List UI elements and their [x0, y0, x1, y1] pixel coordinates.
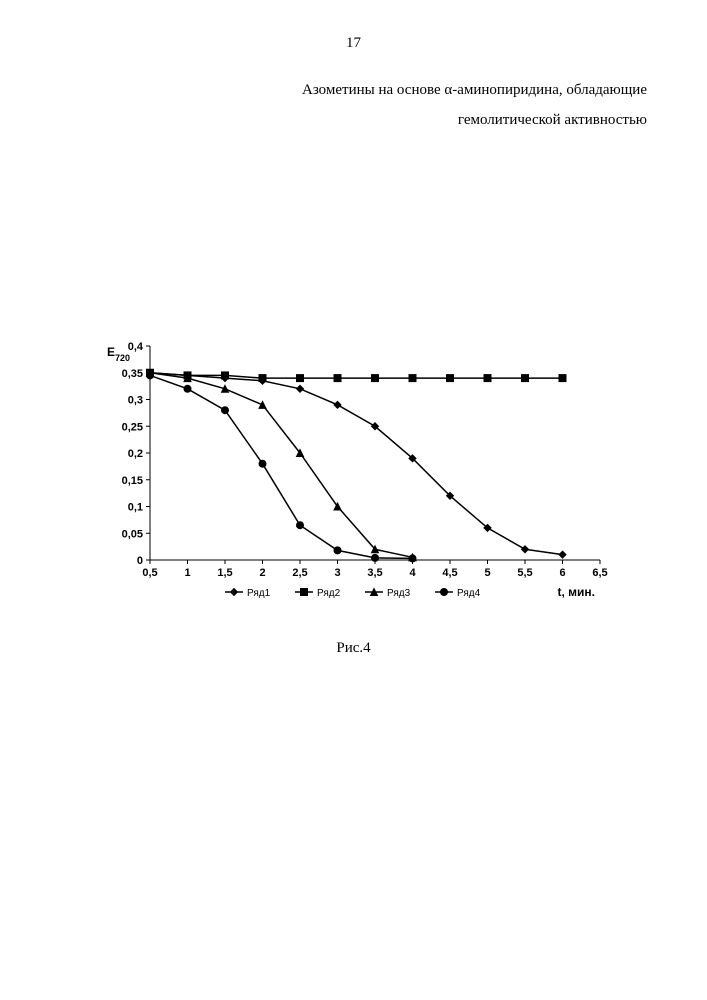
page-number: 17	[0, 35, 707, 52]
svg-text:Ряд4: Ряд4	[457, 588, 481, 599]
svg-text:0,15: 0,15	[122, 475, 143, 487]
page-title: Азометины на основе α-аминопиридина, обл…	[110, 75, 647, 135]
svg-text:6: 6	[559, 567, 565, 579]
svg-text:1: 1	[184, 567, 190, 579]
svg-text:1,5: 1,5	[217, 567, 232, 579]
svg-text:t, мин.: t, мин.	[558, 585, 596, 599]
title-line-2: гемолитической активностью	[458, 112, 647, 128]
svg-text:Ряд1: Ряд1	[247, 588, 271, 599]
hemolytic-activity-chart: 0 0,05 0,1 0,15 0,2 0,25 0,3 0,35 0,4 0,5 1 1,5 2 2,5…	[95, 336, 615, 616]
chart-svg: 0 0,05 0,1 0,15 0,2 0,25 0,3 0,35 0,4 0,5 1 1,5 2 2,5…	[95, 336, 615, 616]
svg-text:0,25: 0,25	[122, 421, 143, 433]
svg-text:3,5: 3,5	[367, 567, 382, 579]
svg-text:0,35: 0,35	[122, 368, 143, 380]
svg-text:6,5: 6,5	[592, 567, 607, 579]
svg-text:0,05: 0,05	[122, 528, 143, 540]
svg-text:0,4: 0,4	[128, 341, 144, 353]
svg-text:0,5: 0,5	[142, 567, 157, 579]
svg-text:5: 5	[484, 567, 490, 579]
svg-text:0: 0	[137, 555, 143, 567]
figure-caption: Рис.4	[0, 640, 707, 657]
svg-text:2: 2	[259, 567, 265, 579]
svg-text:3: 3	[334, 567, 340, 579]
svg-text:2,5: 2,5	[292, 567, 307, 579]
svg-text:0,1: 0,1	[128, 502, 143, 514]
svg-text:E720: E720	[107, 345, 130, 363]
svg-text:0,3: 0,3	[128, 395, 143, 407]
svg-text:Ряд2: Ряд2	[317, 588, 341, 599]
svg-text:0,2: 0,2	[128, 448, 143, 460]
svg-text:5,5: 5,5	[517, 567, 532, 579]
svg-text:Ряд3: Ряд3	[387, 588, 411, 599]
svg-text:4: 4	[409, 567, 416, 579]
title-line-1: Азометины на основе α-аминопиридина, обл…	[302, 82, 647, 98]
svg-text:4,5: 4,5	[442, 567, 457, 579]
